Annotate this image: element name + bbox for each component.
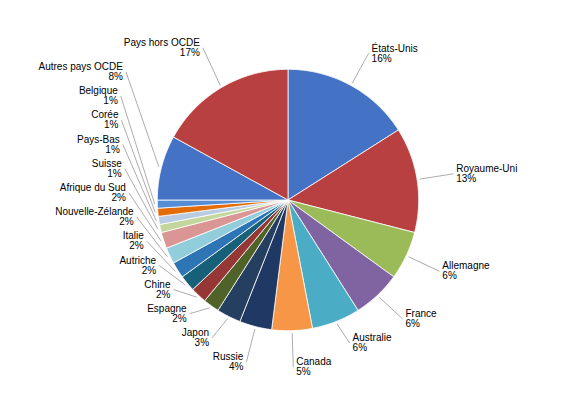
- svg-text:Pays hors OCDE17%: Pays hors OCDE17%: [124, 37, 200, 58]
- svg-text:Corée1%: Corée1%: [91, 109, 119, 130]
- svg-text:Australie6%: Australie6%: [353, 332, 392, 353]
- svg-text:Autres pays OCDE8%: Autres pays OCDE8%: [38, 61, 123, 82]
- svg-text:Afrique du Sud2%: Afrique du Sud2%: [60, 182, 126, 203]
- svg-text:Espagne2%: Espagne2%: [147, 303, 187, 324]
- svg-text:Royaume-Uni13%: Royaume-Uni13%: [456, 163, 517, 184]
- svg-text:Belgique1%: Belgique1%: [79, 85, 118, 106]
- svg-text:Suisse1%: Suisse1%: [92, 158, 122, 179]
- svg-text:France6%: France6%: [406, 308, 438, 329]
- svg-text:Pays-Bas1%: Pays-Bas1%: [77, 134, 120, 155]
- svg-text:Russie4%: Russie4%: [213, 351, 244, 372]
- svg-text:Japon3%: Japon3%: [182, 327, 209, 348]
- svg-text:Chine2%: Chine2%: [144, 279, 171, 300]
- svg-text:États-Unis16%: États-Unis16%: [372, 42, 418, 64]
- svg-text:Allemagne6%: Allemagne6%: [442, 260, 490, 281]
- svg-text:Canada5%: Canada5%: [296, 356, 331, 377]
- svg-text:Nouvelle-Zélande2%: Nouvelle-Zélande2%: [55, 206, 134, 227]
- svg-text:Autriche2%: Autriche2%: [119, 255, 156, 276]
- svg-text:Italie2%: Italie2%: [123, 230, 145, 251]
